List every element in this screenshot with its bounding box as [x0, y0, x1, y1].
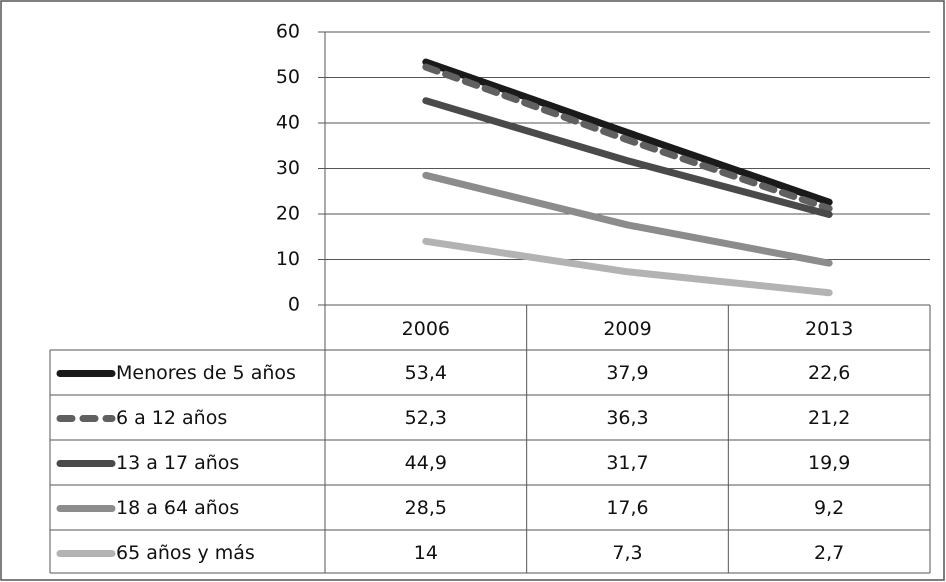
table-value: 9,2 — [814, 497, 844, 519]
table-value: 52,3 — [405, 407, 447, 429]
table-value: 28,5 — [405, 497, 447, 519]
legend-label: 13 a 17 años — [116, 452, 239, 474]
table-value: 22,6 — [808, 362, 850, 384]
y-tick-label: 60 — [276, 21, 300, 43]
series-line — [422, 97, 833, 218]
legend-label: 6 a 12 años — [116, 407, 227, 429]
table-value: 44,9 — [405, 452, 447, 474]
y-tick-label: 10 — [276, 248, 300, 270]
series-line — [422, 237, 833, 297]
table-value: 31,7 — [606, 452, 648, 474]
table-value: 2,7 — [814, 542, 844, 564]
x-tick-label: 2009 — [603, 318, 651, 340]
series-line — [422, 171, 833, 267]
table-value: 7,3 — [612, 542, 642, 564]
table-value: 19,9 — [808, 452, 850, 474]
y-tick-label: 30 — [276, 157, 300, 179]
table-value: 53,4 — [405, 362, 447, 384]
table-value: 36,3 — [606, 407, 648, 429]
y-tick-label: 50 — [276, 66, 300, 88]
table-value: 14 — [414, 542, 438, 564]
y-tick-label: 0 — [288, 294, 300, 316]
x-tick-label: 2013 — [805, 318, 853, 340]
legend-label: 65 años y más — [116, 542, 255, 564]
y-tick-label: 40 — [276, 112, 300, 134]
table-value: 37,9 — [606, 362, 648, 384]
series-line — [422, 58, 833, 206]
table-value: 21,2 — [808, 407, 850, 429]
table-value: 17,6 — [606, 497, 648, 519]
x-tick-label: 2006 — [402, 318, 450, 340]
series-line — [422, 63, 833, 213]
legend-label: Menores de 5 años — [116, 362, 296, 384]
legend-label: 18 a 64 años — [116, 497, 239, 519]
y-tick-label: 20 — [276, 203, 300, 225]
